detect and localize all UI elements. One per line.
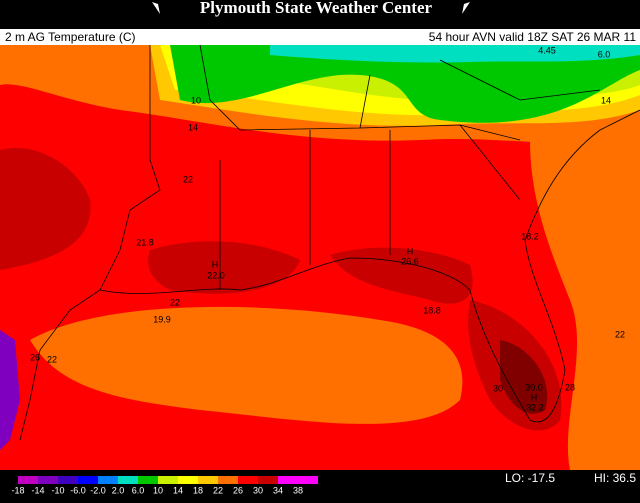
swatch [138,476,158,484]
legend-tick-label: 22 [213,485,223,495]
legend-tick-label: -18 [11,485,24,495]
swatch [118,476,138,484]
legend-tick-label: -2.0 [90,485,106,495]
title: Plymouth State Weather Center [200,0,433,17]
atlantic-orange [530,128,640,470]
swatch [58,476,78,484]
swatch [218,476,238,484]
swatch [278,476,318,484]
legend [18,476,318,484]
low-value: LO: -17.5 [505,471,555,485]
legend-tick-label: 26 [233,485,243,495]
contour-label: 30 [493,383,503,393]
legend-tick-label: 14 [173,485,183,495]
contour-label: 14 [601,95,611,105]
contour-label: 19.9 [153,314,171,324]
contour-label: 28 [565,382,575,392]
field-label: 2 m AG Temperature (C) [5,30,136,44]
map [0,44,640,470]
state-lines [199,44,601,290]
contour-label: 14 [188,122,198,132]
contour-label: 32.2 [526,402,544,412]
contour-label: 10 [191,95,201,105]
contour-label: H [407,246,414,256]
band-cyan [270,45,640,63]
cold-pocket [0,330,20,450]
contour-label: 18.8 [423,305,441,315]
contour-label: 21.8 [136,237,154,247]
swatch [258,476,278,484]
legend-tick-label: 30 [253,485,263,495]
legend-tick-label: 6.0 [132,485,145,495]
contour-label: 22.0 [207,270,225,280]
contour-label: H [531,392,538,402]
contour-label: 30.0 [525,382,543,392]
high-value: HI: 36.5 [594,471,636,485]
legend-tick-label: -14 [31,485,44,495]
hot-core-florida [500,340,548,414]
warm-core-west [0,148,91,270]
swatch [78,476,98,484]
warm-core-east [330,247,473,304]
band-green [170,45,640,123]
swatch [178,476,198,484]
contour-label: 4.45 [538,45,556,55]
swatch [18,476,38,484]
legend-tick-label: 34 [273,485,283,495]
legend-tick-label: -6.0 [70,485,86,495]
run-label: 54 hour AVN valid 18Z SAT 26 MAR 11 [429,30,637,44]
contour-label: H [212,259,219,269]
contour-label: 22 [170,297,180,307]
legend-tick-label: 38 [293,485,303,495]
swatch [158,476,178,484]
legend-tick-label: 18 [193,485,203,495]
contour-label: 18.2 [521,231,539,241]
boundaries [19,44,640,441]
swatch [98,476,118,484]
coast-west [19,45,161,441]
legend-tick-label: 10 [153,485,163,495]
contour-label: 6.0 [598,49,611,59]
swatch [238,476,258,484]
caption-bar [0,29,640,45]
contour-label: 22 [183,174,193,184]
contour-label: 26.6 [401,256,419,266]
coast-east [99,109,640,423]
legend-tick-label: 2.0 [112,485,125,495]
contour-label: 22 [47,354,57,364]
swatch [198,476,218,484]
swatch [38,476,58,484]
gulf-orange [30,306,463,424]
contour-label: 26 [30,352,40,362]
contour-label: 22 [615,329,625,339]
legend-tick-label: -10 [51,485,64,495]
warm-core-central [148,241,300,294]
